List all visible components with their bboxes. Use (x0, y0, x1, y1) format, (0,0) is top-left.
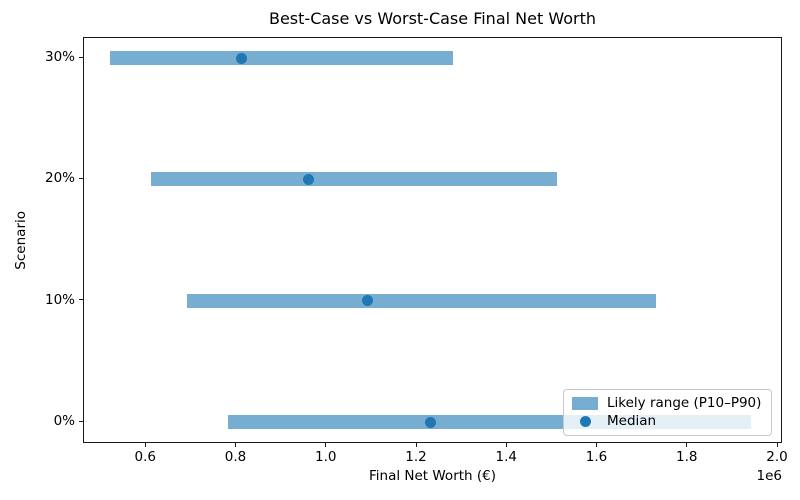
x-axis-label: Final Net Worth (€) (368, 468, 497, 484)
median-dot (425, 416, 437, 428)
y-axis-label-container: Scenario (8, 37, 34, 443)
y-tick (79, 420, 83, 422)
range-bar (186, 293, 657, 308)
x-tick-label: 1.6 (585, 449, 608, 465)
y-tick-label: 20% (44, 170, 75, 187)
range-bar (150, 172, 557, 187)
chart-title: Best-Case vs Worst-Case Final Net Worth (268, 9, 596, 28)
legend-label-range: Likely range (P10–P90) (607, 394, 762, 411)
y-tick (79, 177, 83, 179)
y-tick-label: 30% (44, 49, 75, 66)
x-tick-label: 0.6 (134, 449, 156, 465)
legend-label-median: Median (607, 413, 657, 430)
y-tick (79, 299, 83, 301)
x-tick (505, 443, 507, 447)
x-tick (415, 443, 417, 447)
x-tick (235, 443, 237, 447)
median-dot (361, 295, 373, 307)
x-tick-label: 2.0 (766, 449, 788, 465)
x-tick-label: 1.0 (315, 449, 337, 465)
x-tick (776, 443, 778, 447)
x-tick-label: 1.8 (676, 449, 698, 465)
x-tick (596, 443, 598, 447)
range-swatch-icon (572, 396, 598, 410)
x-tick-label: 1.2 (405, 449, 427, 465)
plot-area (83, 37, 782, 443)
median-dot (303, 173, 315, 185)
median-dot-icon (579, 416, 591, 428)
x-tick (686, 443, 688, 447)
x-tick-label: 0.8 (224, 449, 247, 465)
legend-item-range: Likely range (P10–P90) (572, 395, 763, 412)
legend-item-median: Median (572, 413, 763, 430)
y-axis-label: Scenario (13, 210, 29, 270)
x-axis-offset-label: 1e6 (756, 468, 782, 484)
x-tick (144, 443, 146, 447)
y-tick-label: 0% (53, 413, 75, 430)
x-tick (325, 443, 327, 447)
x-tick-label: 1.4 (495, 449, 517, 465)
y-tick (79, 56, 83, 58)
range-bar (110, 51, 454, 66)
median-dot (235, 52, 247, 64)
y-tick-label: 10% (44, 291, 75, 308)
legend: Likely range (P10–P90) Median (563, 389, 772, 436)
median-marker-slot (572, 416, 598, 428)
